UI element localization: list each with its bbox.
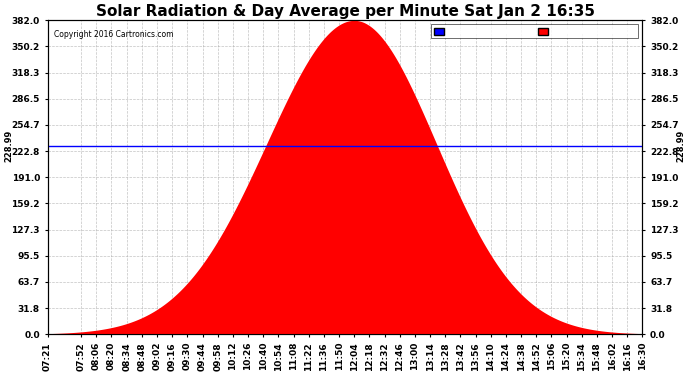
Text: 228.99: 228.99: [4, 130, 13, 162]
Text: Copyright 2016 Cartronics.com: Copyright 2016 Cartronics.com: [54, 30, 173, 39]
Legend: Median (w/m2), Radiation (w/m2): Median (w/m2), Radiation (w/m2): [431, 24, 638, 39]
Title: Solar Radiation & Day Average per Minute Sat Jan 2 16:35: Solar Radiation & Day Average per Minute…: [95, 4, 595, 19]
Text: 228.99: 228.99: [677, 130, 686, 162]
